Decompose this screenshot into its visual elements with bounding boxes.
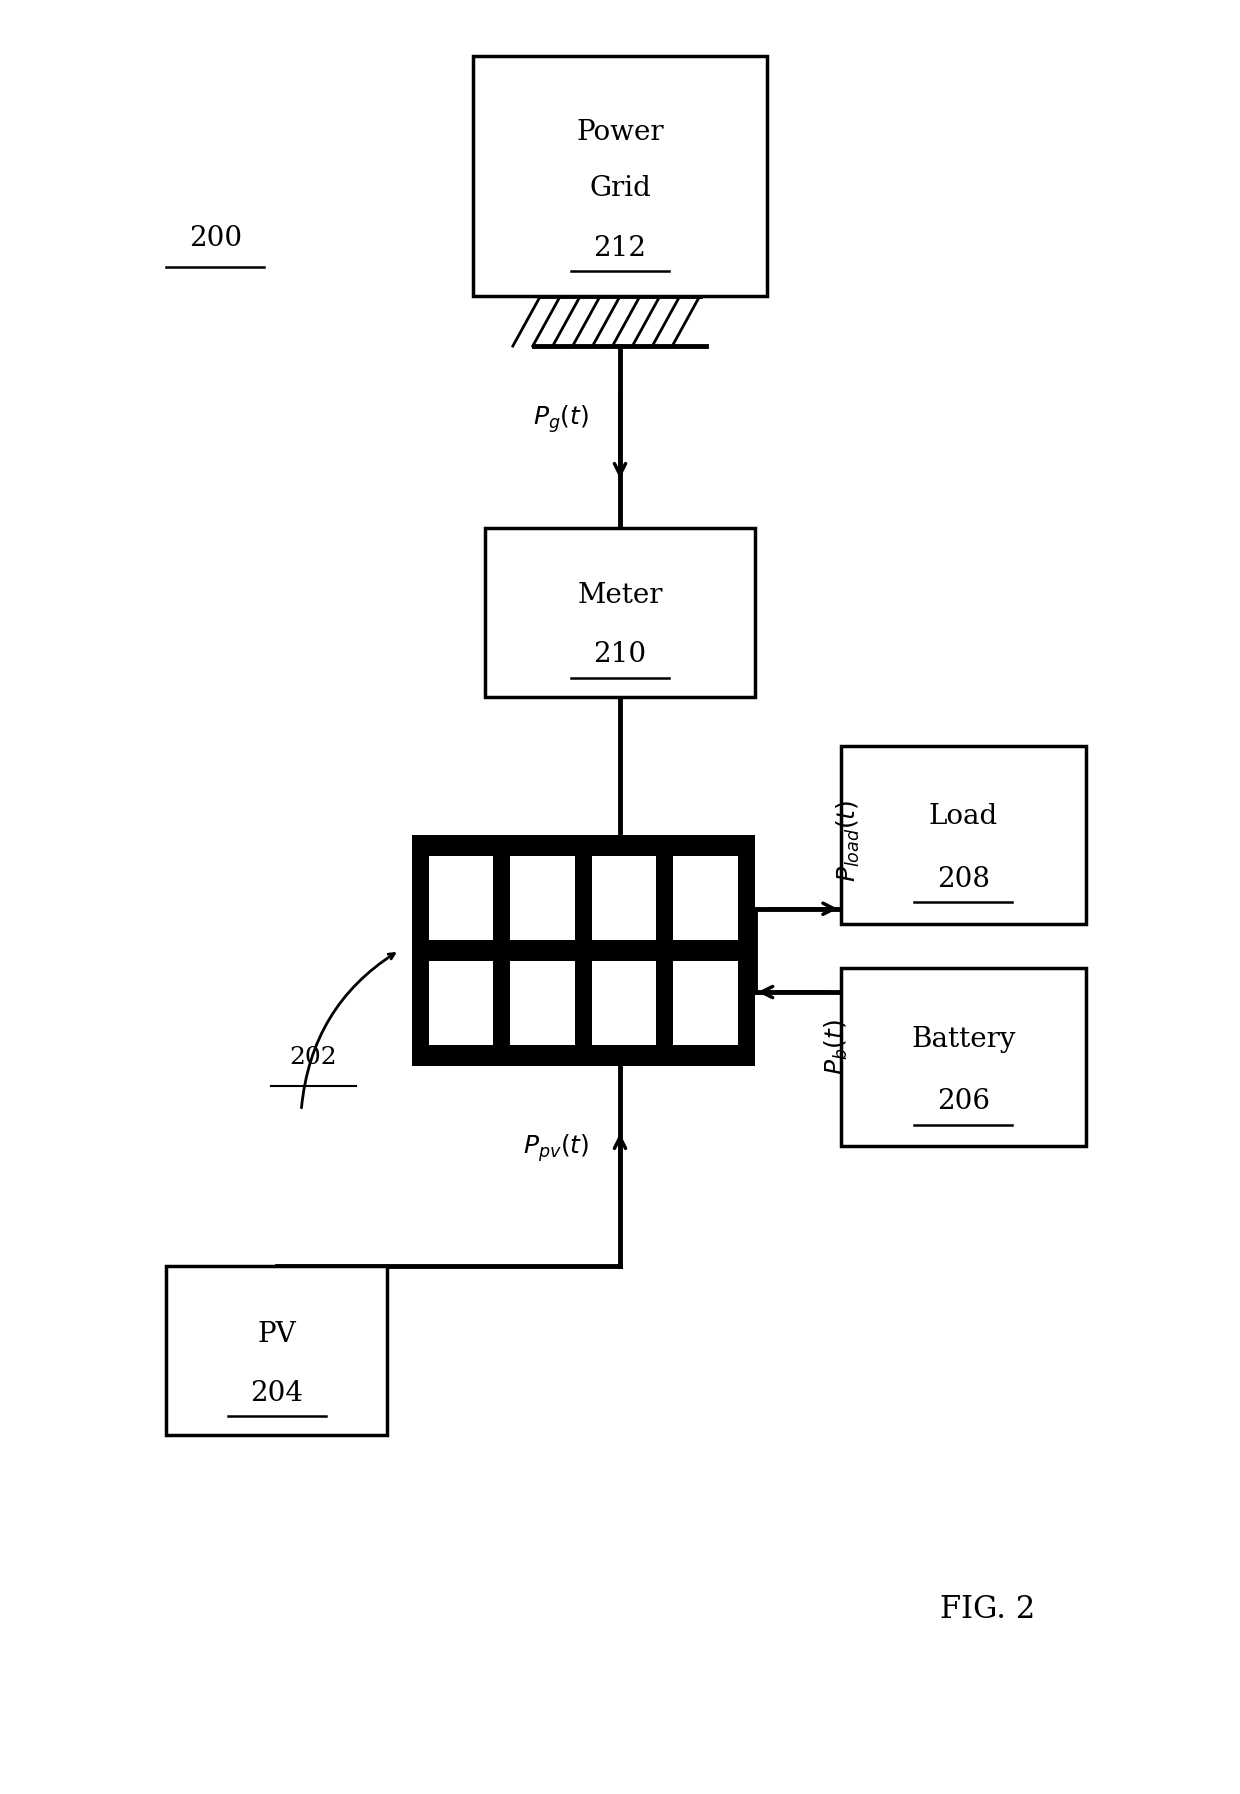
Text: 208: 208 (936, 867, 990, 893)
Bar (511, 962, 574, 1044)
Bar (673, 856, 738, 940)
Text: $P_{pv}\left(t\right)$: $P_{pv}\left(t\right)$ (523, 1132, 589, 1164)
Text: 202: 202 (290, 1046, 337, 1069)
Text: Battery: Battery (911, 1026, 1016, 1053)
Text: Power: Power (577, 118, 663, 147)
Bar (429, 856, 494, 940)
Bar (673, 962, 738, 1044)
Text: 206: 206 (936, 1089, 990, 1116)
Bar (412, 834, 755, 1066)
Bar (166, 1267, 387, 1435)
Bar (511, 856, 574, 940)
Bar (591, 962, 656, 1044)
Text: $P_g\left(t\right)$: $P_g\left(t\right)$ (533, 404, 589, 434)
Bar (429, 962, 494, 1044)
Text: Meter: Meter (578, 581, 662, 608)
Bar (591, 856, 656, 940)
Bar (841, 746, 1086, 924)
Text: Grid: Grid (589, 174, 651, 201)
Text: 204: 204 (250, 1380, 304, 1406)
Text: $P_{load}\left(t\right)$: $P_{load}\left(t\right)$ (835, 800, 862, 883)
Text: Load: Load (929, 804, 998, 831)
Bar (472, 56, 768, 296)
Bar (841, 969, 1086, 1146)
Text: 210: 210 (594, 640, 646, 667)
Text: $P_b\left(t\right)$: $P_b\left(t\right)$ (822, 1019, 849, 1075)
Text: 200: 200 (188, 224, 242, 251)
Bar (485, 527, 755, 696)
Text: 212: 212 (594, 235, 646, 262)
Text: PV: PV (258, 1320, 296, 1347)
Text: FIG. 2: FIG. 2 (940, 1593, 1035, 1625)
